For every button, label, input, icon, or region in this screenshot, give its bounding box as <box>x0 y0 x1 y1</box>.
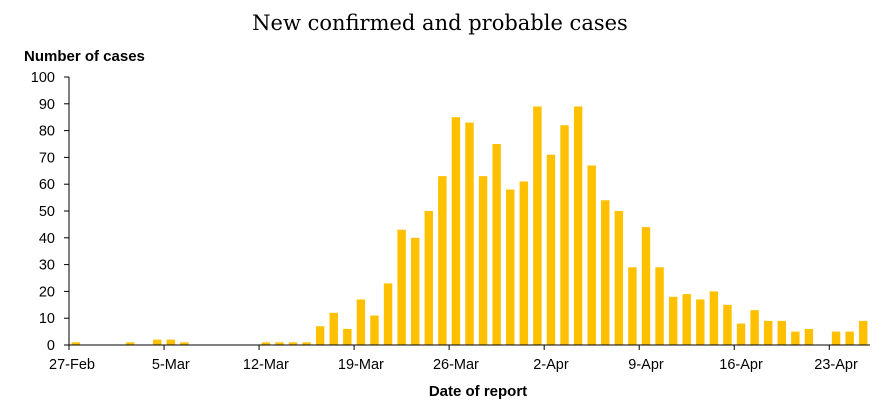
y-axis-ticks: 0 10 20 30 40 50 60 70 80 90 100 <box>31 70 69 354</box>
bar-2-Mar <box>125 342 135 345</box>
bar-10-Apr <box>655 267 664 345</box>
x-axis-ticks: 27-Feb 5-Mar 12-Mar 19-Mar 26-Mar 2-Apr 9-Apr 1… <box>49 345 858 373</box>
bar-28-Mar <box>478 176 488 345</box>
x-tick-label: 19-Mar <box>338 357 384 373</box>
bar-19-Mar <box>356 299 366 345</box>
bar-9-Apr <box>641 227 651 345</box>
x-tick-label: 26-Mar <box>433 357 479 373</box>
bar-25-Mar <box>438 176 447 345</box>
x-tick-label: 5-Mar <box>152 357 190 373</box>
bar-18-Apr <box>763 320 773 345</box>
bar-20-Mar <box>370 315 379 345</box>
bar-4-Mar <box>153 339 162 345</box>
bar-14-Apr <box>709 291 719 345</box>
y-tick-label: 70 <box>39 150 55 166</box>
bar-12-Mar <box>261 342 271 345</box>
bar-6-Apr <box>601 200 610 345</box>
bar-22-Mar <box>397 229 406 345</box>
bar-19-Apr <box>777 320 786 345</box>
x-tick-label: 23-Apr <box>814 357 858 373</box>
y-tick-label: 20 <box>39 284 55 300</box>
bar-14-Mar <box>288 342 298 345</box>
bar-30-Mar <box>506 189 515 345</box>
y-tick-label: 30 <box>39 258 55 274</box>
chart-title: New confirmed and probable cases <box>252 11 628 35</box>
bar-8-Apr <box>628 267 637 345</box>
y-tick-label: 80 <box>39 124 55 140</box>
bar-23-Apr <box>831 331 841 345</box>
bar-20-Apr <box>791 331 800 345</box>
bar-25-Apr <box>859 320 868 345</box>
bar-16-Mar <box>315 326 325 345</box>
bar-29-Mar <box>492 144 501 345</box>
bar-3-Apr <box>560 125 569 346</box>
bar-18-Mar <box>343 328 352 345</box>
bar-27-Feb <box>71 342 80 345</box>
x-tick-label: 2-Apr <box>533 357 569 373</box>
bar-5-Apr <box>587 165 596 345</box>
y-tick-label: 90 <box>39 97 55 113</box>
bar-6-Mar <box>180 342 189 345</box>
bar-4-Apr <box>573 106 583 345</box>
x-tick-label: 12-Mar <box>243 357 289 373</box>
bar-26-Mar <box>451 117 461 345</box>
y-tick-label: 10 <box>39 311 55 327</box>
x-tick-label: 9-Apr <box>628 357 664 373</box>
bar-5-Mar <box>166 339 176 345</box>
bars-group <box>71 106 868 346</box>
bar-17-Apr <box>750 310 759 345</box>
bar-13-Mar <box>275 342 284 345</box>
y-tick-label: 60 <box>39 177 55 193</box>
bar-24-Apr <box>845 331 854 345</box>
bar-13-Apr <box>696 299 705 345</box>
bar-16-Apr <box>736 323 746 345</box>
bar-2-Apr <box>546 154 556 345</box>
x-tick-label: 27-Feb <box>49 357 95 373</box>
y-tick-label: 100 <box>31 70 55 86</box>
bar-23-Mar <box>410 237 420 345</box>
y-tick-label: 0 <box>47 338 55 354</box>
bar-21-Apr <box>804 328 814 345</box>
bar-1-Apr <box>533 106 542 345</box>
bar-21-Mar <box>383 283 393 345</box>
bar-11-Apr <box>668 296 678 345</box>
y-tick-label: 40 <box>39 231 55 247</box>
x-tick-label: 16-Apr <box>719 357 763 373</box>
bar-15-Mar <box>302 342 311 345</box>
y-axis-title: Number of cases <box>24 48 145 65</box>
bar-17-Mar <box>329 312 338 345</box>
bar-15-Apr <box>723 304 732 345</box>
y-tick-label: 50 <box>39 204 55 220</box>
bar-27-Mar <box>465 122 474 345</box>
bar-24-Mar <box>424 211 433 345</box>
x-axis-title: Date of report <box>429 383 527 400</box>
bar-31-Mar <box>519 181 529 345</box>
bar-7-Apr <box>614 211 624 345</box>
bar-12-Apr <box>682 294 691 345</box>
